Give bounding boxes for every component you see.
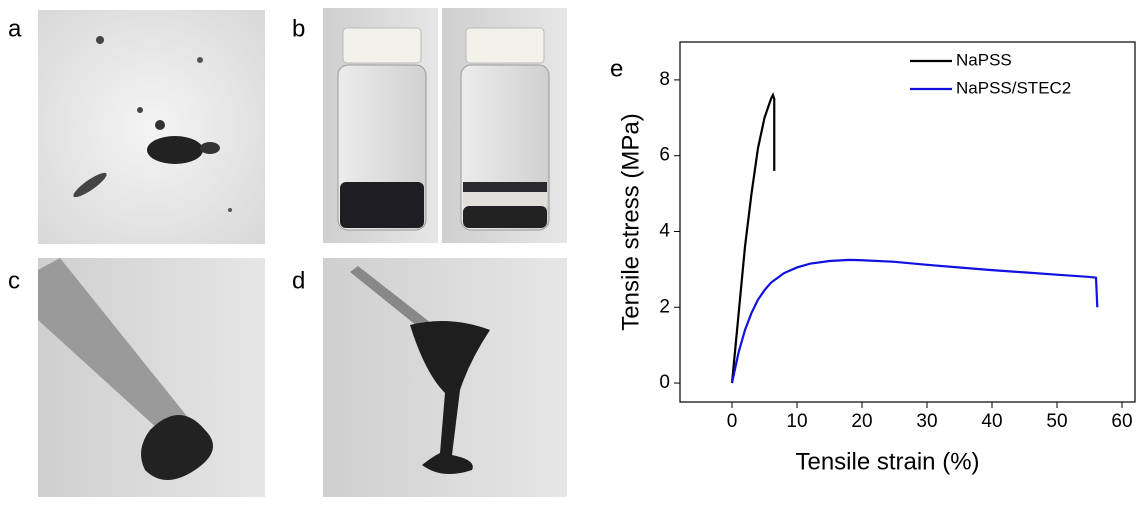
panel-label: a [8,15,22,42]
x-tick-label: 40 [981,411,1002,432]
y-tick-label: 4 [659,220,670,241]
x-axis-label: Tensile strain (%) [795,448,979,475]
data-line [730,258,1099,384]
y-tick-label: 2 [659,296,670,317]
x-tick-label: 10 [786,411,807,432]
chart: 0 10 20 30 40 50 60 0 2 4 6 8 Tensile strain (%) Tens… [617,41,1136,475]
photo-c [38,258,265,497]
panel-label: b [292,15,305,42]
x-tick-label: 60 [1111,411,1132,432]
photo-b [323,8,567,243]
legend-label: NaPSS/STEC2 [956,78,1071,97]
panel-label: d [292,267,305,294]
photo-a [38,10,265,244]
y-axis-label: Tensile stress (MPa) [617,113,644,330]
panel-label: c [8,267,20,294]
x-tick-label: 20 [851,411,872,432]
photo-d [323,258,567,497]
legend-label: NaPSS [956,50,1012,69]
x-tick-label: 50 [1046,411,1067,432]
x-tick-label: 30 [916,411,937,432]
y-tick-label: 8 [659,69,670,90]
panel-label: e [610,55,623,82]
x-tick-label: 0 [727,411,738,432]
y-tick-label: 0 [659,372,670,393]
data-line [730,92,776,384]
plot-frame [679,41,1136,403]
y-tick-label: 6 [659,145,670,166]
